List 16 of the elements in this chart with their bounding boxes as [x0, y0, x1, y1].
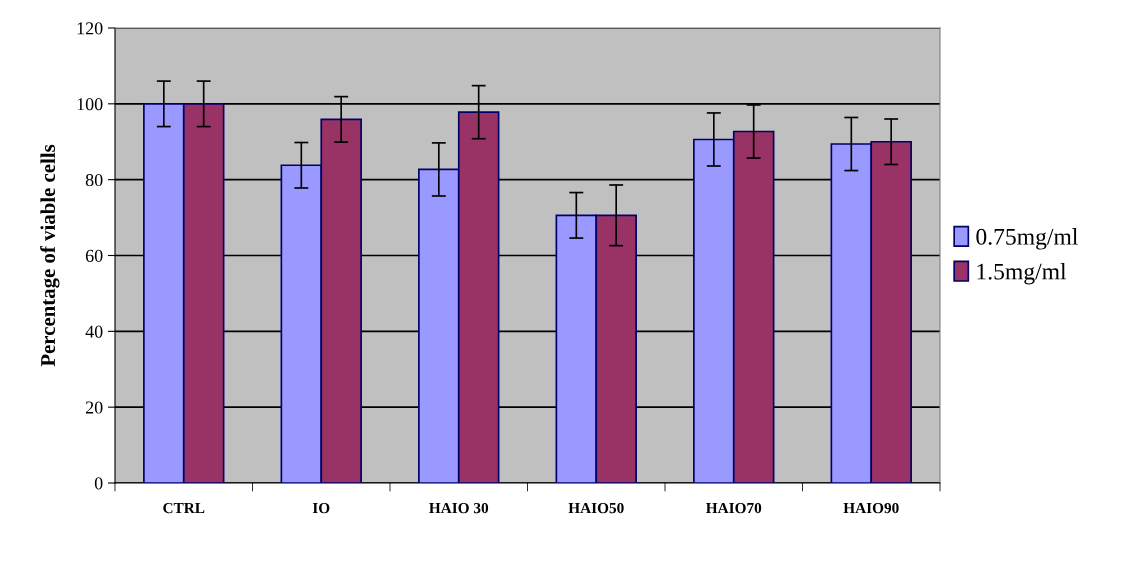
x-tick-label: CTRL: [163, 502, 205, 514]
x-tick-label: HAIO90: [843, 502, 899, 514]
y-tick-label: 0: [94, 477, 103, 490]
y-tick-label: 40: [85, 325, 103, 338]
y-tick-label: 100: [77, 98, 103, 111]
y-tick-label: 120: [77, 22, 103, 35]
y-tick-label: 80: [85, 173, 103, 187]
y-tick-label: 60: [85, 249, 103, 262]
legend-label: 0.75mg/ml: [976, 228, 1078, 250]
y-tick-label: 20: [85, 401, 103, 414]
x-tick-label: HAIO50: [568, 502, 624, 514]
x-tick-label: HAIO70: [706, 502, 762, 514]
x-tick-label: HAIO 30: [429, 502, 489, 514]
x-tick-label: IO: [312, 502, 330, 514]
legend-label: 1.5mg/ml: [977, 262, 1067, 285]
y-axis-title: Percentage of viable cells: [40, 144, 60, 367]
